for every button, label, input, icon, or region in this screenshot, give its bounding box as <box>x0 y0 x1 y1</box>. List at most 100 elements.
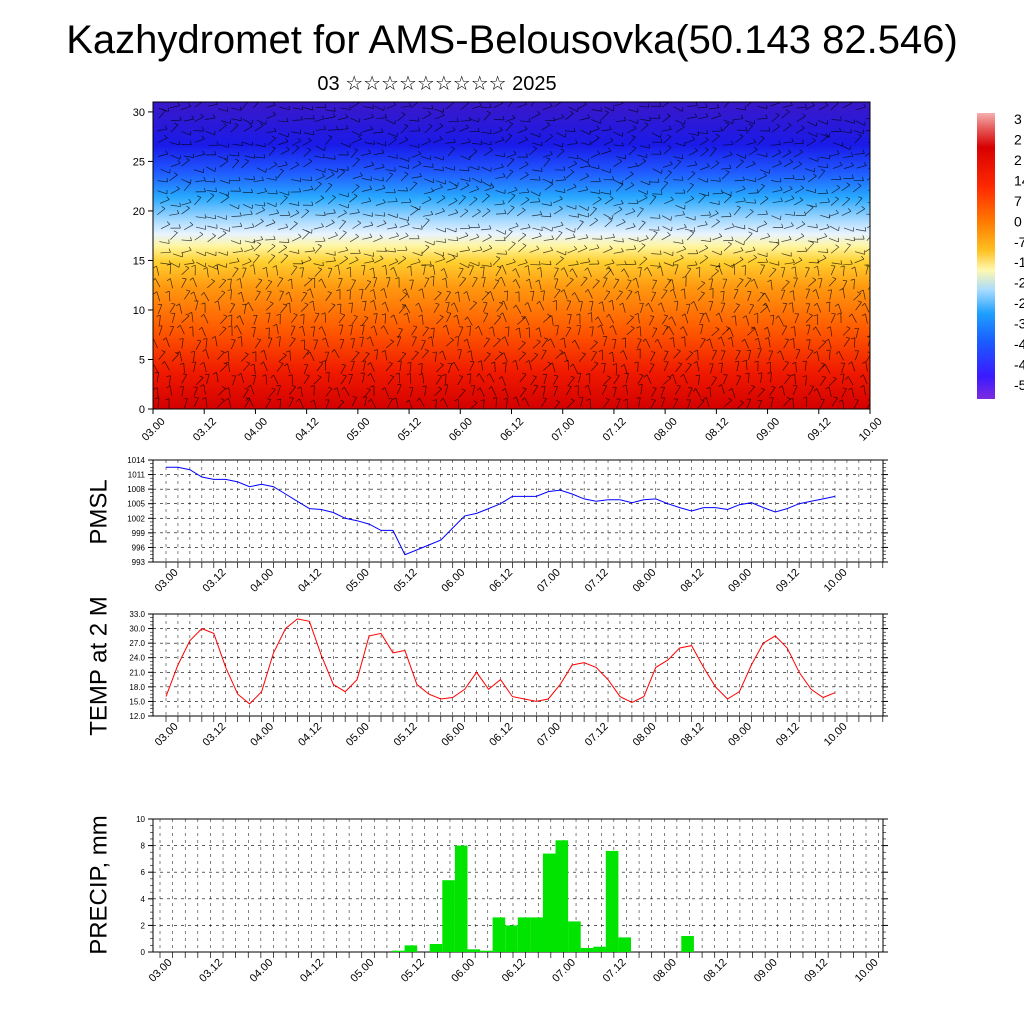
wind-barb-flag <box>366 280 372 283</box>
wind-barb <box>280 255 289 264</box>
wind-barb <box>481 360 484 371</box>
wind-barb <box>242 363 251 372</box>
wind-barb <box>156 387 159 398</box>
wind-barb-flag <box>789 338 794 341</box>
wind-barb-flag <box>727 98 731 100</box>
wind-barb-flag <box>373 313 378 315</box>
wind-barb <box>373 277 378 288</box>
wind-barb <box>369 336 374 347</box>
wind-barb-flag <box>439 314 444 318</box>
wind-barb-flag <box>766 361 771 364</box>
wind-barb <box>518 353 526 361</box>
wind-barb-flag <box>846 196 850 200</box>
wind-barb-flag <box>563 175 566 180</box>
wind-barb <box>567 377 575 386</box>
wind-barb-flag <box>791 361 796 365</box>
wind-barb-flag <box>850 162 854 166</box>
wind-barb <box>279 191 289 196</box>
x-tick-label: 07.12 <box>601 416 629 444</box>
wind-barb <box>747 328 756 336</box>
wind-barb <box>684 268 692 278</box>
wind-barb <box>352 175 363 179</box>
wind-barb-flag <box>596 150 601 154</box>
wind-barb <box>448 181 458 187</box>
wind-barb-flag <box>718 362 723 365</box>
wind-barb-flag <box>609 325 614 329</box>
wind-barb-flag <box>418 314 423 317</box>
wind-barb <box>855 301 862 311</box>
wind-barb-flag <box>701 338 706 340</box>
wind-barb <box>673 156 684 160</box>
wind-barb <box>493 102 503 108</box>
wind-barb <box>435 240 446 243</box>
wind-barb <box>613 387 617 397</box>
wind-barb-flag <box>778 160 782 164</box>
wind-barb <box>722 143 734 146</box>
wind-barb <box>782 281 790 290</box>
wind-barb <box>157 128 168 132</box>
wind-barb-flag <box>488 386 492 390</box>
wind-barb <box>302 231 310 240</box>
x-tick-label: 06.00 <box>439 721 467 749</box>
wind-barb <box>314 155 325 159</box>
wind-barb <box>660 266 664 277</box>
wind-barb <box>337 171 346 179</box>
wind-barb-flag <box>574 385 579 388</box>
wind-barb <box>396 336 402 347</box>
wind-barb-flag <box>801 125 805 129</box>
wind-barb <box>663 147 672 155</box>
wind-barb-flag <box>549 260 552 265</box>
wind-barb <box>748 372 750 383</box>
wind-barb-flag <box>191 264 196 267</box>
wind-barb-flag <box>381 128 384 133</box>
wind-barb-flag <box>306 288 311 292</box>
wind-barb <box>448 212 458 216</box>
wind-barb-flag <box>192 153 195 158</box>
wind-barb-flag <box>169 260 171 265</box>
wind-barb <box>397 114 406 122</box>
wind-barb <box>160 262 171 265</box>
wind-barb-flag <box>802 375 807 377</box>
wind-barb-flag <box>609 195 614 199</box>
wind-barb-flag <box>525 171 529 176</box>
wind-barb-flag <box>491 183 495 188</box>
wind-barb-flag <box>465 232 469 236</box>
wind-barb-flag <box>789 290 794 293</box>
wind-barb <box>682 326 688 336</box>
wind-barb <box>530 179 541 181</box>
wind-barb <box>195 153 205 158</box>
wind-barb <box>469 402 478 409</box>
wind-barb-flag <box>760 135 765 139</box>
wind-barb <box>832 164 843 169</box>
wind-barb-flag <box>840 260 843 265</box>
wind-barb <box>206 374 210 384</box>
wind-barb-flag <box>857 183 862 187</box>
wind-barb-flag <box>336 289 341 292</box>
wind-barb <box>639 258 648 266</box>
wind-barb-flag <box>381 264 386 268</box>
wind-barb <box>841 210 852 216</box>
wind-barb-flag <box>430 210 434 215</box>
wind-barb-flag <box>736 205 741 208</box>
precip-bar <box>618 937 631 952</box>
wind-barb <box>191 312 194 323</box>
wind-barb <box>433 169 444 171</box>
wind-barb <box>591 312 593 323</box>
wind-barb <box>232 143 243 146</box>
wind-barb <box>327 197 336 205</box>
wind-barb <box>757 185 765 194</box>
x-tick-label: 09.00 <box>726 567 754 595</box>
wind-barb-flag <box>320 195 325 199</box>
wind-barb <box>360 289 364 300</box>
wind-barb <box>838 351 844 361</box>
wind-barb <box>478 373 485 383</box>
wind-barb <box>608 314 615 324</box>
wind-barb <box>832 142 843 147</box>
wind-barb <box>241 292 245 302</box>
wind-barb-flag <box>606 314 610 318</box>
wind-barb <box>529 279 532 289</box>
wind-barb <box>817 251 828 253</box>
wind-barb <box>542 386 546 397</box>
wind-barb <box>170 154 181 160</box>
wind-barb <box>494 119 505 121</box>
